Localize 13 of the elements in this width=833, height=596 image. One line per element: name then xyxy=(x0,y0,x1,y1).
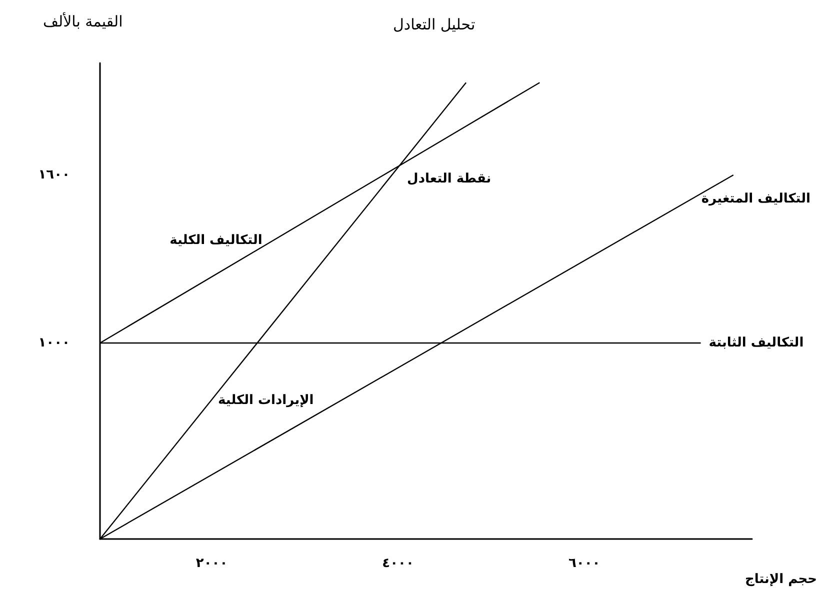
x-tick-label: ٢٠٠٠ xyxy=(196,556,228,571)
x-tick-label: ٤٠٠٠ xyxy=(382,556,414,571)
chart-title: تحليل التعادل xyxy=(393,16,476,34)
x-axis-title: حجم الإنتاج xyxy=(744,572,818,587)
series-label: الإيرادات الكلية xyxy=(218,393,314,408)
series-label: التكاليف المتغيرة xyxy=(701,192,810,206)
series-label: التكاليف الكلية xyxy=(170,233,262,248)
series-label: التكاليف الثابتة xyxy=(708,336,804,350)
y-tick-label: ١٠٠٠ xyxy=(38,336,70,350)
annotation: نقطة التعادل xyxy=(407,172,492,186)
y-axis-title: القيمة بالألف xyxy=(43,12,123,30)
x-tick-label: ٦٠٠٠ xyxy=(568,556,600,571)
y-tick-label: ١٦٠٠ xyxy=(38,168,70,182)
